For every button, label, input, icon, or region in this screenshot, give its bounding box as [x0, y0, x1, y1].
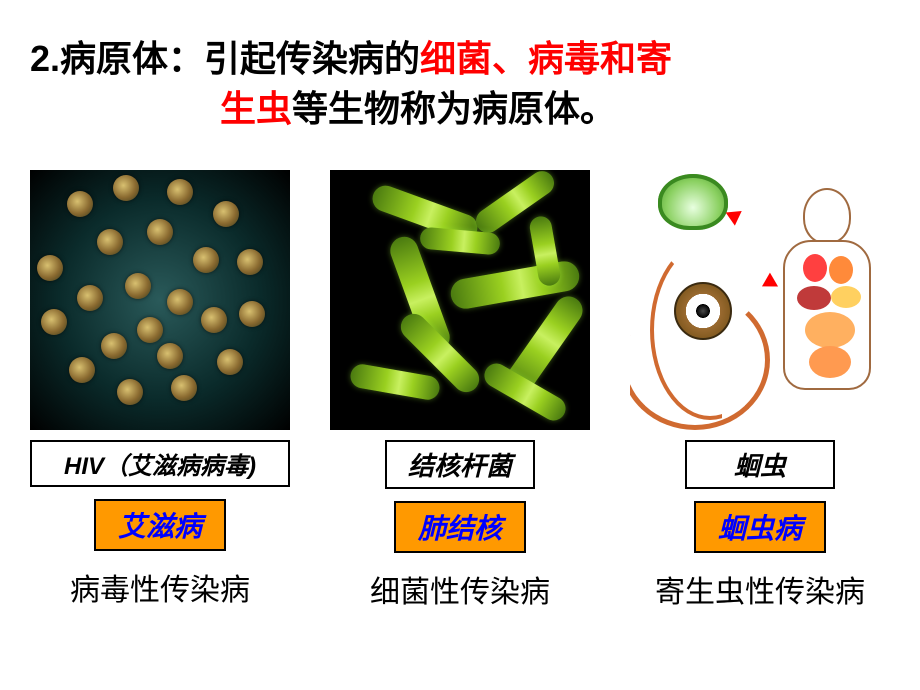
heading: 2.病原体：引起传染病的细菌、病毒和寄 生虫等生物称为病原体。: [30, 34, 890, 135]
organ-icon: [829, 256, 853, 284]
virus-spike: [137, 317, 163, 343]
virus-spike: [125, 273, 151, 299]
virus-spike: [97, 229, 123, 255]
virus-spike: [101, 333, 127, 359]
image-worm: [630, 170, 890, 430]
virus-spike: [113, 175, 139, 201]
label-bacteria: 结核杆菌: [385, 440, 535, 489]
human-body-icon: [772, 188, 882, 418]
organ-icon: [809, 346, 851, 378]
organ-icon: [831, 286, 861, 308]
organ-icon: [805, 312, 855, 348]
bacteria-rod: [349, 362, 442, 401]
virus-spike: [41, 309, 67, 335]
virus-spike: [67, 191, 93, 217]
label-worm: 蛔虫: [685, 440, 835, 489]
heading-p1b: 引起传染病的: [204, 38, 420, 79]
virus-spike: [117, 379, 143, 405]
category-worm: 寄生虫性传染病: [655, 567, 865, 611]
category-bacteria: 细菌性传染病: [370, 567, 550, 611]
organ-icon: [803, 254, 827, 282]
virus-spike: [77, 285, 103, 311]
virus-spike: [201, 307, 227, 333]
virus-spike: [37, 255, 63, 281]
heading-prefix: 2.病原体：: [30, 38, 204, 79]
columns: HIV（艾滋病病毒) 艾滋病 病毒性传染病 结核杆菌 肺结核 细菌性传染病 蛔虫…: [20, 170, 900, 611]
cabbage-icon: [658, 174, 728, 230]
virus-spike: [193, 247, 219, 273]
image-hiv: [30, 170, 290, 430]
disease-bacteria: 肺结核: [394, 501, 526, 553]
col-virus: HIV（艾滋病病毒) 艾滋病 病毒性传染病: [20, 170, 300, 611]
virus-spike: [171, 375, 197, 401]
heading-p2b: 等生物称为病原体。: [292, 88, 616, 129]
virus-spike: [239, 301, 265, 327]
disease-hiv: 艾滋病: [94, 499, 226, 551]
virus-spike: [213, 201, 239, 227]
virus-spike: [217, 349, 243, 375]
image-bacteria: [330, 170, 590, 430]
virus-spike: [167, 289, 193, 315]
category-virus: 病毒性传染病: [70, 565, 250, 609]
col-worm: 蛔虫 蛔虫病 寄生虫性传染病: [620, 170, 900, 611]
label-hiv: HIV（艾滋病病毒): [30, 440, 290, 487]
virus-spike: [237, 249, 263, 275]
heading-p1r: 细菌、病毒和寄: [420, 38, 672, 79]
heading-p2r: 生虫: [220, 88, 292, 129]
arrow-icon: [726, 204, 747, 225]
col-bacteria: 结核杆菌 肺结核 细菌性传染病: [320, 170, 600, 611]
organ-icon: [797, 286, 831, 310]
virus-spike: [69, 357, 95, 383]
virus-spike: [147, 219, 173, 245]
disease-worm: 蛔虫病: [694, 501, 826, 553]
virus-spike: [157, 343, 183, 369]
virus-spike: [167, 179, 193, 205]
